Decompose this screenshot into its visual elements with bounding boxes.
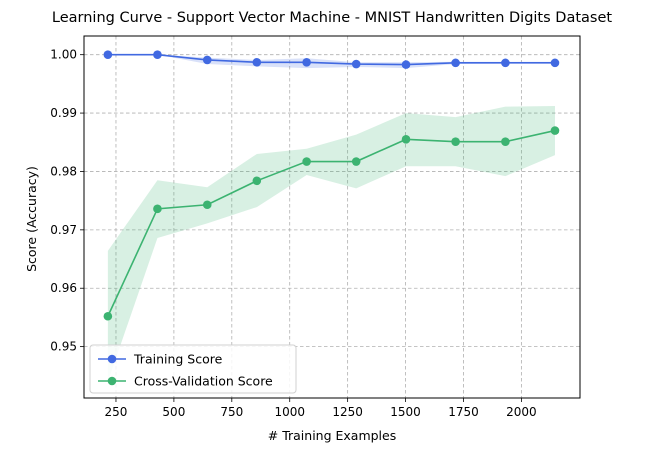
y-tick-label-3: 0.98 xyxy=(50,164,77,178)
legend-box xyxy=(89,344,297,394)
x-tick-label-1: 500 xyxy=(162,405,185,419)
data-point-1-7 xyxy=(451,137,460,146)
data-point-1-1 xyxy=(153,204,162,214)
legend-marker-0 xyxy=(107,354,117,364)
data-point-0-8 xyxy=(501,58,510,68)
y-tick-label-4: 0.99 xyxy=(50,106,77,120)
y-tick-label-2: 0.97 xyxy=(50,223,77,237)
data-point-0-4 xyxy=(302,57,311,67)
series-line-0 xyxy=(107,53,555,66)
data-point-1-6 xyxy=(401,135,411,144)
data-point-1-4 xyxy=(302,157,311,166)
data-point-0-2 xyxy=(202,55,212,65)
data-point-1-9 xyxy=(550,126,560,135)
data-point-0-1 xyxy=(153,50,162,59)
axes-frame xyxy=(83,35,581,399)
x-tick-label-5: 1500 xyxy=(390,405,421,419)
data-point-0-9 xyxy=(550,58,560,68)
y-tick-label-1: 0.96 xyxy=(50,281,77,295)
chart-title: Learning Curve - Support Vector Machine … xyxy=(52,10,612,26)
x-tick-label-4: 1250 xyxy=(332,405,363,419)
y-axis-label: Score (Accuracy) xyxy=(24,166,39,272)
x-tick-label-3: 1000 xyxy=(274,405,305,419)
legend-marker-1 xyxy=(107,376,117,386)
data-point-0-7 xyxy=(451,58,460,68)
data-point-0-6 xyxy=(401,60,411,69)
data-point-1-8 xyxy=(501,137,510,146)
legend-label-1: Cross-Validation Score xyxy=(134,374,273,389)
series-line-1 xyxy=(107,129,556,317)
data-point-0-0 xyxy=(103,50,113,59)
x-tick-label-7: 2000 xyxy=(506,405,537,419)
x-tick-label-2: 750 xyxy=(220,405,243,419)
x-axis-label: # Training Examples xyxy=(268,428,397,443)
data-point-1-3 xyxy=(252,176,262,186)
data-point-1-0 xyxy=(103,311,113,321)
data-point-0-3 xyxy=(252,57,262,67)
x-tick-label-6: 1750 xyxy=(448,405,479,419)
data-point-1-5 xyxy=(351,157,361,166)
data-point-0-5 xyxy=(351,59,361,69)
confidence-band-0 xyxy=(107,54,555,69)
x-tick-label-0: 250 xyxy=(105,405,128,419)
legend: Training Score Cross-Validation Score xyxy=(89,344,297,394)
y-tick-label-0: 0.95 xyxy=(50,340,77,354)
y-tick-label-5: 1.00 xyxy=(50,48,77,62)
plot-area: 250 500 750 1000 1250 1500 1750 2000 0.95 0.96 0.9… xyxy=(50,35,581,419)
legend-label-0: Training Score xyxy=(133,352,223,367)
data-point-1-2 xyxy=(202,200,212,210)
